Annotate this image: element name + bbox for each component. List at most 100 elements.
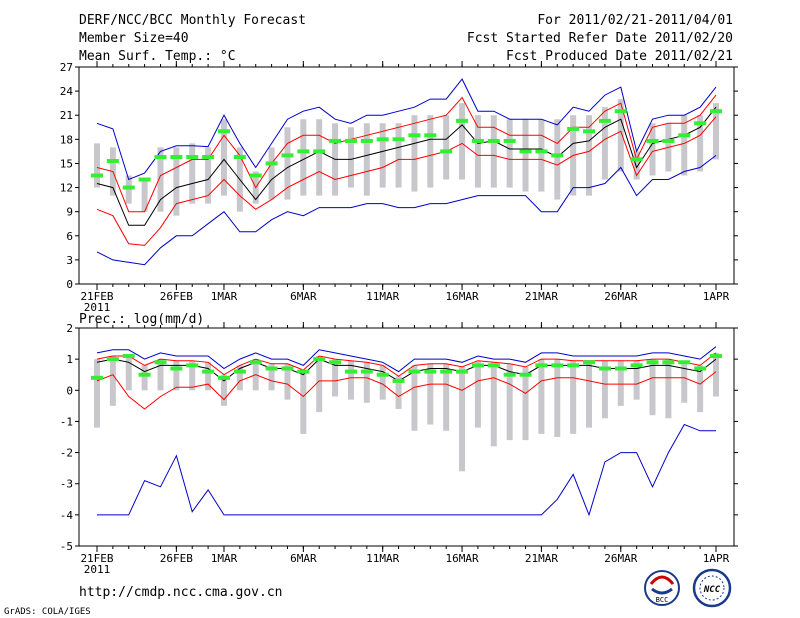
series-mean-line [96,106,717,226]
member-range-box [443,363,450,431]
observed-marker [170,155,183,160]
start-date-label: Fcst Started Refer Date 2011/02/20 [467,31,733,46]
grads-credit: GrADS: COLA/IGES [4,607,91,617]
observed-marker [583,129,596,134]
observed-marker [424,369,437,374]
series-max-line [96,346,717,373]
member-range-box [173,147,180,216]
observed-marker [281,153,294,158]
x-tick-label: 1APR [703,552,730,565]
observed-marker [281,366,294,371]
member-range-box [570,360,577,434]
x-tick-label: 1MAR [211,290,238,303]
observed-marker [694,366,707,371]
observed-marker [487,363,500,368]
member-range-box [141,365,148,391]
member-range-box [109,356,116,406]
plot-frame [78,66,735,285]
y-tick-label: 6 [66,230,73,243]
member-range-box [554,359,561,437]
y-tick-label: 18 [60,133,73,146]
member-range-box [268,147,275,200]
observed-marker [408,133,421,138]
observed-marker [217,129,230,134]
observed-marker [122,185,135,190]
observed-marker [598,366,611,371]
observed-marker [519,149,532,154]
member-range-box [522,119,529,192]
observed-marker [567,126,580,131]
y-tick-label: 2 [66,322,73,335]
observed-marker [329,360,342,365]
x-tick-label: 11MAR [366,552,399,565]
x-tick-label: 26FEB [160,552,193,565]
observed-marker [313,149,326,154]
x-tick-label: 6MAR [290,552,317,565]
member-range-box [316,356,323,413]
member-range-box [649,123,656,176]
member-range-box [490,362,497,447]
member-range-box [189,143,196,204]
y-tick-label: 9 [66,206,73,219]
member-range-box [363,123,370,196]
observed-marker [503,138,516,143]
member-range-box [205,147,212,204]
observed-marker [249,173,262,178]
y-tick-label: -5 [60,540,73,553]
x-tick-label: 26MAR [604,552,637,565]
member-range-box [427,363,434,425]
member-range-box [94,359,100,428]
observed-marker [233,369,246,374]
observed-marker [376,372,389,377]
observed-marker [249,360,262,365]
y-tick-label: 27 [60,61,73,74]
observed-marker [614,109,627,114]
observed-marker [344,138,357,143]
observed-marker [551,153,564,158]
observed-marker [170,366,183,371]
member-range-box [633,360,640,400]
observed-marker [344,369,357,374]
series-lower-line [96,371,717,410]
y-tick-label: 24 [60,85,74,98]
series-min-line [97,423,716,517]
y-tick-label: 0 [66,384,73,397]
member-range-box [332,359,339,397]
chart-title: DERF/NCC/BCC Monthly Forecast [79,13,306,28]
member-range-box [347,360,354,400]
member-range-box [284,127,291,200]
member-range-box [141,179,148,212]
member-range-box [268,363,275,391]
y-tick-label: 12 [60,182,73,195]
member-range-box [443,115,450,180]
member-range-box [411,115,418,192]
member-range-box [395,376,402,409]
member-range-box [316,119,323,196]
observed-marker [710,354,722,359]
x-tick-label: 26MAR [604,290,637,303]
x-tick-label: 16MAR [445,552,478,565]
y-tick-label: 3 [66,254,73,267]
member-range-box [713,103,719,160]
bcc-logo-text: BCC [656,596,669,604]
observed-marker [233,155,246,160]
observed-marker [186,155,199,160]
observed-marker [487,138,500,143]
ncc-logo: NCC [692,568,732,608]
observed-marker [360,138,373,143]
member-range-box [300,370,307,434]
member-range-box [490,115,497,188]
member-range-box [284,363,291,400]
series-max-line [96,78,717,181]
observed-marker [392,378,405,383]
member-range-box [554,119,561,200]
observed-marker [678,133,691,138]
member-range-box [617,99,624,172]
observed-marker [662,360,675,365]
member-range-box [379,365,386,400]
observed-marker [91,173,103,178]
observed-marker [408,369,421,374]
x-tick-label: 1APR [703,290,730,303]
x-tick-label: 26FEB [160,290,193,303]
